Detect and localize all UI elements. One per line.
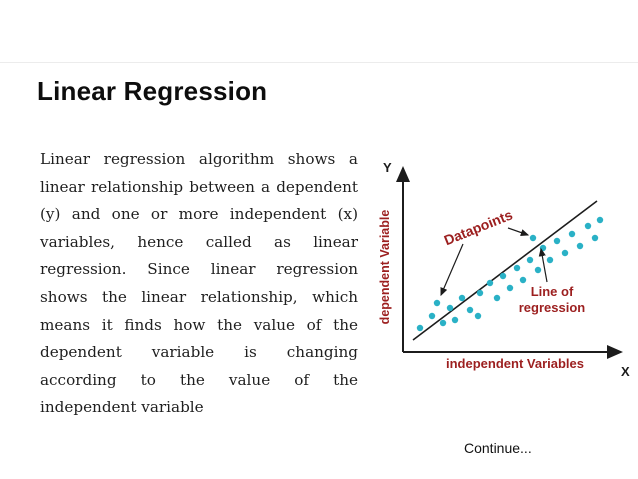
data-point [458,294,466,302]
data-point [433,299,441,307]
data-point [546,256,554,264]
line-of-regression-label-line1: Line of [531,284,574,299]
data-point [486,279,494,287]
data-point [529,234,537,242]
data-point [591,234,599,242]
scatter-points [416,216,604,332]
data-point [568,230,576,238]
data-point [466,306,474,314]
x-axis-label: X [621,364,630,379]
data-point [439,319,447,327]
data-point [561,249,569,257]
dependent-variable-label: dependent Variable [378,210,392,325]
data-point [526,256,534,264]
independent-variables-label: independent Variables [446,356,584,371]
data-point [584,222,592,230]
data-point [519,276,527,284]
line-of-regression-arrow [538,247,548,283]
data-point [553,237,561,245]
data-point [493,294,501,302]
continue-link[interactable]: Continue... [464,440,532,456]
datapoints-label: Datapoints [442,206,515,248]
data-point [596,216,604,224]
page-title: Linear Regression [37,76,268,106]
data-point [416,324,424,332]
data-point [513,264,521,272]
data-point [499,272,507,280]
data-point [451,316,459,324]
data-point [506,284,514,292]
body-paragraph: Linear regression algorithm shows a line… [40,150,358,417]
line-of-regression-label-line2: regression [519,300,586,315]
data-point [534,266,542,274]
datapoints-arrow-left [440,243,464,297]
y-axis-label: Y [383,160,392,175]
top-strip [0,0,638,63]
regression-line [412,200,598,341]
data-point [474,312,482,320]
datapoints-arrow-right [507,227,530,237]
regression-diagram-svg: Y X dependent Variable independent Varia… [378,160,630,379]
data-point [428,312,436,320]
data-point [576,242,584,250]
data-point [446,304,454,312]
data-point [476,289,484,297]
regression-diagram: Y X dependent Variable independent Varia… [375,146,638,398]
